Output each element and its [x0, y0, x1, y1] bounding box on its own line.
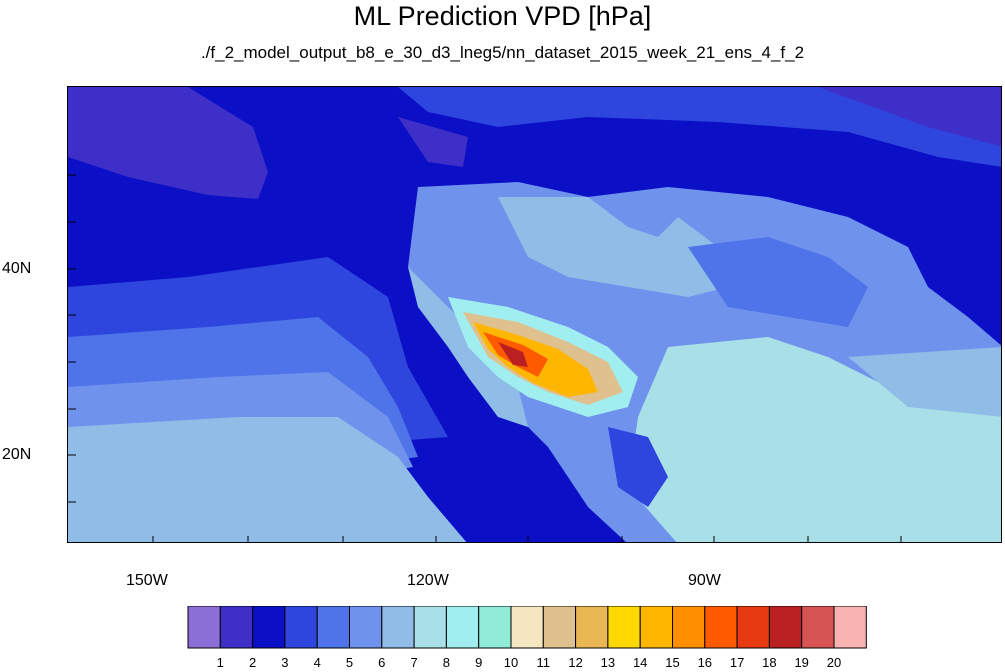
colorbar-swatch — [736, 606, 770, 649]
map-panel — [67, 86, 1002, 543]
field-sw-19 — [498, 342, 528, 367]
lon-tick-90w: 90W — [688, 572, 721, 589]
colorbar — [187, 606, 867, 649]
field-north-band — [398, 87, 1001, 167]
colorbar-label: 17 — [729, 655, 745, 670]
field-east — [688, 237, 868, 327]
colorbar-swatch — [575, 606, 609, 649]
colorbar-label: 4 — [313, 655, 321, 670]
colorbar-label: 19 — [794, 655, 809, 670]
colorbar-swatch — [381, 606, 415, 649]
colorbar-swatch — [510, 606, 544, 649]
colorbar-label: 16 — [697, 655, 713, 670]
colorbar-label: 2 — [248, 655, 257, 670]
colorbar-label: 7 — [410, 655, 418, 670]
field-atlantic — [848, 347, 1001, 417]
colorbar-label: 9 — [475, 655, 483, 670]
lon-tick-120w: 120W — [407, 572, 449, 589]
colorbar-swatch — [219, 606, 254, 649]
colorbar-label: 14 — [632, 655, 648, 670]
colorbar-label: 6 — [378, 655, 386, 670]
colorbar-swatch — [672, 606, 706, 649]
colorbar-label: 12 — [568, 655, 583, 670]
colorbar-label: 11 — [536, 655, 551, 670]
colorbar-label: 13 — [600, 655, 616, 670]
field-nw-low — [68, 87, 268, 199]
colorbar-swatch — [413, 606, 447, 649]
field-nw-purple — [398, 117, 468, 167]
colorbar-swatch — [252, 606, 286, 649]
field-plains — [498, 197, 728, 297]
colorbar-swatch — [542, 606, 577, 649]
colorbar-label: 5 — [345, 655, 354, 670]
colorbar-swatch — [833, 606, 867, 649]
colorbar-swatch — [187, 606, 221, 649]
colorbar-label: 18 — [762, 655, 777, 670]
vpd-contour-map — [68, 87, 1001, 542]
colorbar-swatch — [478, 606, 512, 649]
field-ne-purple — [818, 87, 1001, 147]
field-mexico — [608, 427, 668, 507]
colorbar-swatch — [284, 606, 318, 649]
colorbar-label: 15 — [665, 655, 680, 670]
chart-subtitle: ./f_2_model_output_b8_e_30_d3_lneg5/nn_d… — [200, 43, 805, 62]
colorbar-label: 8 — [442, 655, 450, 670]
colorbar-swatch — [316, 606, 351, 649]
colorbar-swatch — [704, 606, 738, 649]
colorbar-swatch — [445, 606, 480, 649]
lat-tick-40n: 40N — [2, 260, 32, 277]
colorbar-label: 3 — [281, 655, 289, 670]
colorbar-label: 10 — [503, 655, 519, 670]
chart-title: ML Prediction VPD [hPa] — [353, 1, 652, 31]
colorbar-swatch — [607, 606, 641, 649]
colorbar-label: 1 — [216, 655, 224, 670]
colorbar-swatch — [639, 606, 674, 649]
lat-tick-20n: 20N — [2, 446, 32, 463]
lon-tick-150w: 150W — [126, 572, 168, 589]
colorbar-swatch — [768, 606, 803, 649]
colorbar-label: 20 — [826, 655, 842, 670]
colorbar-swatch — [349, 606, 383, 649]
colorbar-swatch — [801, 606, 835, 649]
field-band-7 — [68, 417, 467, 542]
